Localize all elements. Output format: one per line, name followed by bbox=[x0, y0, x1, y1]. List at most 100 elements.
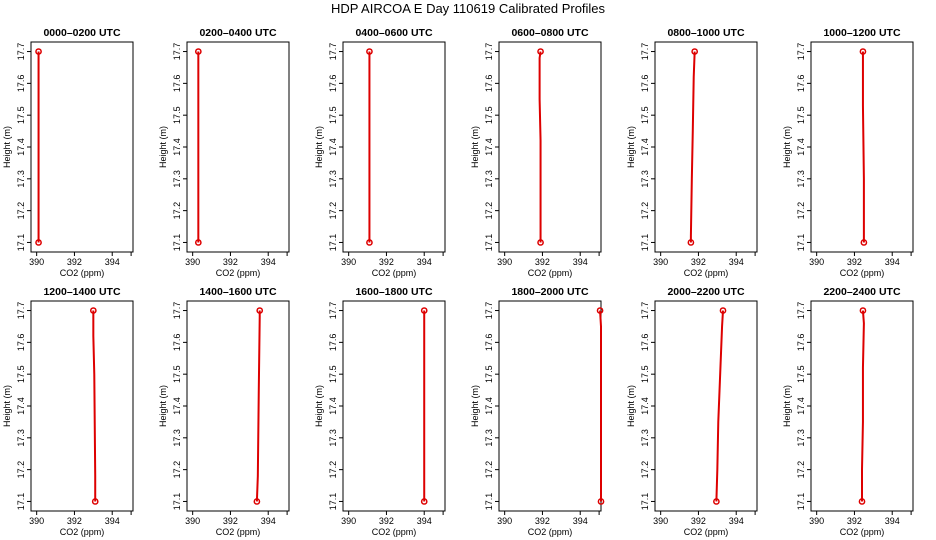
y-tick-label: 17.2 bbox=[484, 202, 494, 220]
profile-point-top bbox=[35, 48, 42, 55]
x-tick-label: 392 bbox=[691, 257, 706, 267]
plot-frame bbox=[342, 41, 446, 253]
y-tick-label: 17.3 bbox=[328, 429, 338, 447]
y-tick-label: 17.7 bbox=[328, 43, 338, 61]
panel-9: 1600–1800 UTC 390 392 394 17.1 17.2 17.3 17.4 17… bbox=[314, 286, 446, 537]
y-tick-label: 17.5 bbox=[640, 106, 650, 124]
profile-point-bottom bbox=[597, 498, 605, 505]
y-tick-label: 17.3 bbox=[640, 170, 650, 188]
profile-point-bottom bbox=[420, 498, 428, 505]
y-tick-label: 17.1 bbox=[796, 234, 806, 252]
plot-frame bbox=[186, 300, 290, 512]
y-tick-label: 17.6 bbox=[796, 75, 806, 93]
x-tick-label: 394 bbox=[105, 257, 120, 267]
y-tick-label: 17.4 bbox=[172, 138, 182, 156]
panel-title: 0400–0600 UTC bbox=[355, 27, 432, 39]
plot-frame bbox=[30, 41, 134, 253]
x-axis-label: CO2 (ppm) bbox=[372, 527, 417, 537]
plot-frame bbox=[498, 41, 602, 253]
y-tick-label: 17.1 bbox=[172, 234, 182, 252]
y-tick-label: 17.5 bbox=[172, 365, 182, 383]
y-tick-label: 17.1 bbox=[640, 234, 650, 252]
panel-6: 1000–1200 UTC 390 392 394 17.1 17.2 17.3 17.4 17… bbox=[782, 27, 914, 278]
y-axis-label: Height (m) bbox=[782, 385, 792, 427]
x-axis-label: CO2 (ppm) bbox=[684, 527, 729, 537]
plot-frame bbox=[186, 41, 290, 253]
plot-frame bbox=[654, 41, 758, 253]
profile-point-bottom bbox=[194, 239, 202, 246]
y-tick-label: 17.6 bbox=[640, 334, 650, 352]
y-tick-label: 17.3 bbox=[172, 429, 182, 447]
profile-point-top bbox=[537, 48, 544, 55]
panel-8: 1400–1600 UTC 390 392 394 17.1 17.2 17.3 17.4 17… bbox=[158, 286, 290, 537]
profile-line bbox=[92, 310, 97, 502]
x-tick-label: 392 bbox=[67, 257, 82, 267]
x-tick-label: 394 bbox=[885, 516, 900, 526]
x-axis-label: CO2 (ppm) bbox=[684, 268, 729, 278]
panel-title: 1200–1400 UTC bbox=[43, 286, 120, 298]
panel-1: 0000–0200 UTC 390 392 394 17.1 17.2 17.3 17.4 17… bbox=[2, 27, 134, 278]
y-tick-label: 17.6 bbox=[796, 334, 806, 352]
y-tick-label: 17.4 bbox=[328, 397, 338, 415]
y-tick-label: 17.2 bbox=[796, 202, 806, 220]
y-tick-label: 17.1 bbox=[172, 493, 182, 511]
y-tick-label: 17.4 bbox=[796, 138, 806, 156]
profile-point-top bbox=[89, 307, 97, 314]
profile-point-top bbox=[256, 307, 264, 314]
x-tick-label: 394 bbox=[417, 516, 432, 526]
y-tick-label: 17.5 bbox=[16, 106, 26, 124]
panel-title: 1000–1200 UTC bbox=[823, 27, 900, 39]
x-tick-label: 390 bbox=[809, 516, 824, 526]
profile-line bbox=[715, 310, 724, 502]
y-tick-label: 17.2 bbox=[328, 461, 338, 479]
profile-point-bottom bbox=[860, 239, 868, 246]
profile-point-top bbox=[420, 307, 428, 314]
y-tick-label: 17.5 bbox=[484, 106, 494, 124]
plot-frame bbox=[342, 300, 446, 512]
y-tick-label: 17.7 bbox=[484, 302, 494, 320]
x-tick-label: 392 bbox=[379, 516, 394, 526]
y-tick-label: 17.6 bbox=[16, 75, 26, 93]
y-tick-label: 17.5 bbox=[16, 365, 26, 383]
profile-line bbox=[689, 51, 696, 243]
x-tick-label: 394 bbox=[729, 516, 744, 526]
x-tick-label: 392 bbox=[691, 516, 706, 526]
panel-title: 1400–1600 UTC bbox=[199, 286, 276, 298]
y-axis-label: Height (m) bbox=[314, 385, 324, 427]
y-tick-label: 17.5 bbox=[172, 106, 182, 124]
panel-title: 1800–2000 UTC bbox=[511, 286, 588, 298]
x-tick-label: 394 bbox=[417, 257, 432, 267]
y-tick-label: 17.4 bbox=[172, 397, 182, 415]
panel-title: 2200–2400 UTC bbox=[823, 286, 900, 298]
panel-7: 1200–1400 UTC 390 392 394 17.1 17.2 17.3 17.4 17… bbox=[2, 286, 134, 537]
x-tick-label: 390 bbox=[185, 257, 200, 267]
panel-10: 1800–2000 UTC 390 392 394 17.1 17.2 17.3 17.4 17… bbox=[470, 286, 605, 537]
y-tick-label: 17.3 bbox=[796, 170, 806, 188]
y-tick-label: 17.5 bbox=[328, 106, 338, 124]
panel-5: 0800–1000 UTC 390 392 394 17.1 17.2 17.3 17.4 17… bbox=[626, 27, 758, 278]
y-tick-label: 17.7 bbox=[640, 302, 650, 320]
x-tick-label: 390 bbox=[341, 257, 356, 267]
y-tick-label: 17.2 bbox=[172, 202, 182, 220]
profile-point-bottom bbox=[858, 498, 866, 505]
y-tick-label: 17.7 bbox=[172, 302, 182, 320]
panel-3: 0400–0600 UTC 390 392 394 17.1 17.2 17.3 17.4 17… bbox=[314, 27, 446, 278]
x-tick-label: 390 bbox=[497, 257, 512, 267]
y-tick-label: 17.2 bbox=[16, 202, 26, 220]
x-tick-label: 390 bbox=[653, 516, 668, 526]
x-tick-label: 392 bbox=[67, 516, 82, 526]
y-tick-label: 17.3 bbox=[328, 170, 338, 188]
y-tick-label: 17.1 bbox=[796, 493, 806, 511]
y-tick-label: 17.3 bbox=[484, 429, 494, 447]
y-tick-label: 17.1 bbox=[640, 493, 650, 511]
y-tick-label: 17.2 bbox=[328, 202, 338, 220]
panel-title: 1600–1800 UTC bbox=[355, 286, 432, 298]
profile-point-top bbox=[691, 48, 699, 55]
y-axis-label: Height (m) bbox=[2, 385, 12, 427]
x-tick-label: 394 bbox=[729, 257, 744, 267]
x-tick-label: 392 bbox=[379, 257, 394, 267]
panel-title: 0200–0400 UTC bbox=[199, 27, 276, 39]
x-axis-label: CO2 (ppm) bbox=[60, 527, 105, 537]
x-axis-label: CO2 (ppm) bbox=[372, 268, 417, 278]
